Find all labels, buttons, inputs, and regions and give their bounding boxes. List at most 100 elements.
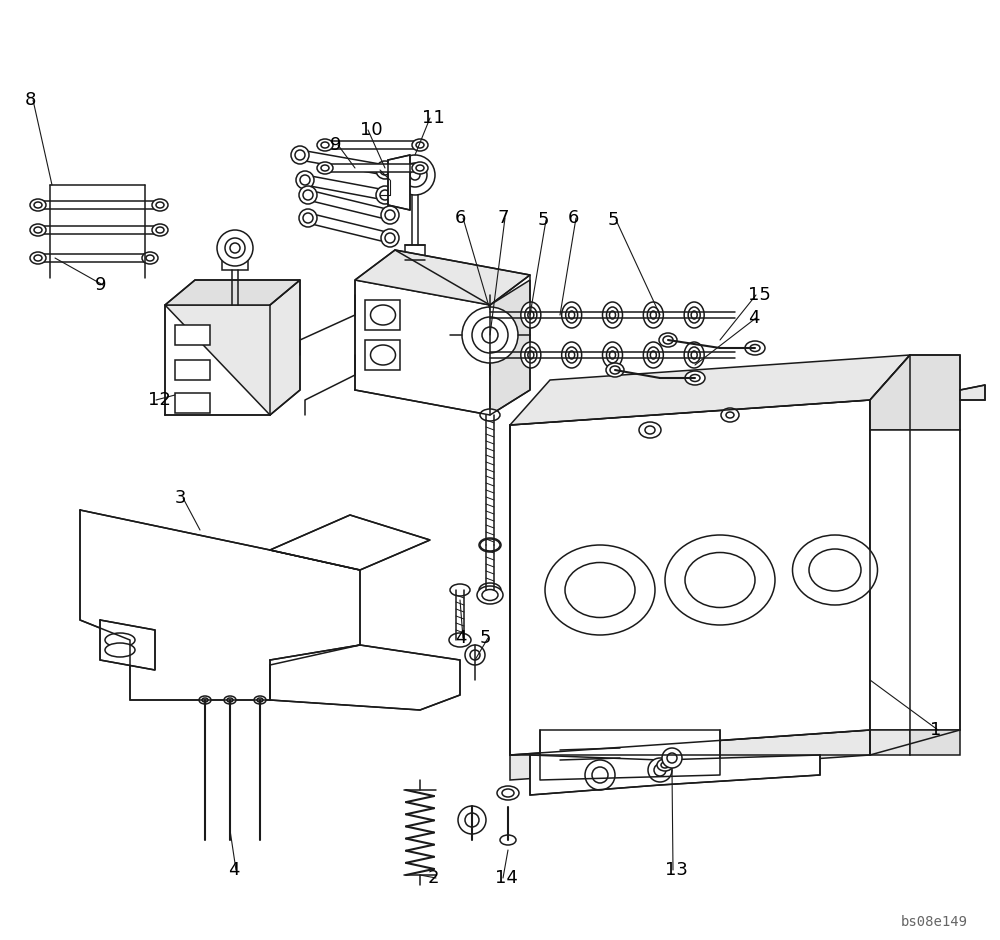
Ellipse shape — [199, 696, 211, 704]
Circle shape — [381, 229, 399, 247]
Ellipse shape — [146, 255, 154, 261]
Ellipse shape — [525, 347, 537, 363]
Ellipse shape — [156, 227, 164, 233]
Ellipse shape — [602, 342, 622, 368]
Ellipse shape — [30, 199, 46, 211]
Polygon shape — [304, 175, 386, 200]
Text: 1: 1 — [930, 721, 941, 739]
Text: 11: 11 — [422, 109, 445, 127]
Polygon shape — [870, 730, 910, 755]
Ellipse shape — [371, 305, 396, 325]
Circle shape — [230, 243, 240, 253]
Circle shape — [217, 230, 253, 266]
Circle shape — [299, 186, 317, 204]
Circle shape — [303, 190, 313, 200]
Ellipse shape — [34, 202, 42, 208]
Ellipse shape — [480, 539, 500, 551]
Polygon shape — [165, 280, 300, 305]
Ellipse shape — [602, 302, 622, 328]
Ellipse shape — [643, 302, 663, 328]
Circle shape — [462, 307, 518, 363]
Polygon shape — [299, 150, 386, 175]
Polygon shape — [38, 226, 160, 234]
Circle shape — [291, 146, 309, 164]
Ellipse shape — [152, 224, 168, 236]
Ellipse shape — [809, 549, 861, 591]
Ellipse shape — [562, 342, 582, 368]
Circle shape — [380, 165, 390, 175]
Text: 5: 5 — [608, 211, 620, 229]
Text: 8: 8 — [25, 91, 36, 109]
Ellipse shape — [152, 199, 168, 211]
Circle shape — [667, 753, 677, 763]
Ellipse shape — [477, 586, 503, 604]
Ellipse shape — [30, 252, 46, 264]
Circle shape — [381, 206, 399, 224]
Circle shape — [225, 238, 245, 258]
Polygon shape — [540, 730, 720, 780]
Ellipse shape — [34, 227, 42, 233]
Polygon shape — [510, 730, 870, 780]
Text: 10: 10 — [360, 121, 383, 139]
Polygon shape — [490, 280, 530, 415]
Polygon shape — [100, 620, 155, 670]
Polygon shape — [38, 254, 150, 262]
Ellipse shape — [665, 535, 775, 625]
Ellipse shape — [688, 347, 700, 363]
Polygon shape — [910, 730, 960, 755]
Ellipse shape — [497, 786, 519, 800]
Ellipse shape — [142, 252, 158, 264]
Ellipse shape — [479, 538, 501, 552]
Ellipse shape — [684, 302, 704, 328]
Circle shape — [403, 163, 427, 187]
Polygon shape — [80, 510, 360, 700]
Ellipse shape — [565, 562, 635, 618]
Text: 5: 5 — [538, 211, 550, 229]
Text: 3: 3 — [175, 489, 187, 507]
Ellipse shape — [657, 759, 673, 771]
Ellipse shape — [502, 789, 514, 797]
Ellipse shape — [610, 311, 616, 319]
Circle shape — [592, 767, 608, 783]
Ellipse shape — [500, 835, 516, 845]
Text: 15: 15 — [748, 286, 771, 304]
Polygon shape — [270, 645, 460, 710]
Ellipse shape — [521, 342, 541, 368]
Polygon shape — [960, 385, 985, 400]
Ellipse shape — [647, 307, 659, 323]
Ellipse shape — [726, 412, 734, 418]
Polygon shape — [870, 355, 960, 430]
Circle shape — [385, 210, 395, 220]
Ellipse shape — [684, 342, 704, 368]
Ellipse shape — [317, 139, 333, 151]
Circle shape — [465, 645, 485, 665]
Text: 4: 4 — [455, 629, 467, 647]
Circle shape — [458, 806, 486, 834]
Ellipse shape — [449, 633, 471, 647]
Ellipse shape — [645, 426, 655, 434]
Ellipse shape — [224, 696, 236, 704]
Ellipse shape — [479, 583, 501, 597]
Bar — [365, 340, 400, 370]
Circle shape — [648, 758, 672, 782]
Ellipse shape — [643, 342, 663, 368]
Polygon shape — [355, 250, 530, 305]
Ellipse shape — [750, 344, 760, 352]
Bar — [175, 393, 210, 413]
Circle shape — [585, 760, 615, 790]
Ellipse shape — [685, 553, 755, 607]
Circle shape — [654, 764, 666, 776]
Circle shape — [303, 213, 313, 223]
Ellipse shape — [202, 698, 208, 702]
Polygon shape — [530, 755, 820, 795]
Polygon shape — [870, 355, 910, 430]
Ellipse shape — [412, 139, 428, 151]
Circle shape — [295, 150, 305, 160]
Polygon shape — [325, 141, 420, 149]
Circle shape — [296, 171, 314, 189]
Polygon shape — [870, 430, 960, 730]
Polygon shape — [270, 515, 430, 570]
Text: 6: 6 — [455, 209, 466, 227]
Ellipse shape — [688, 307, 700, 323]
Ellipse shape — [525, 307, 537, 323]
